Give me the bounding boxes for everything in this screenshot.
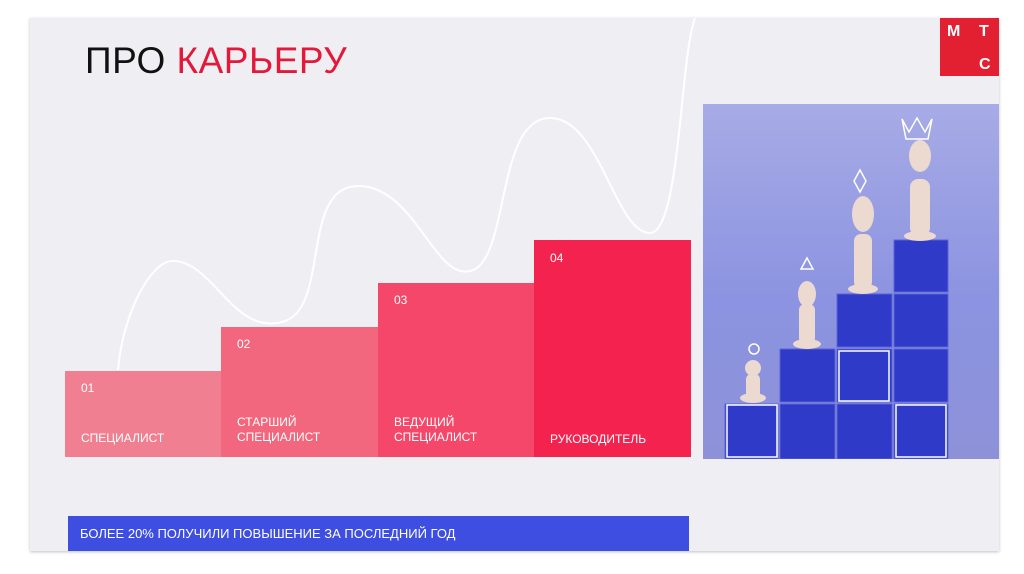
banner-text: БОЛЕЕ 20% ПОЛУЧИЛИ ПОВЫШЕНИЕ ЗА ПОСЛЕДНИ… [80, 526, 456, 541]
slide: ПРО КАРЬЕРУ М Т С 01 СПЕЦИАЛИСТ 02 СТАРШ… [30, 18, 999, 551]
title-part-2: КАРЬЕРУ [176, 40, 348, 81]
career-step-4: 04 РУКОВОДИТЕЛЬ [534, 240, 691, 457]
chess-blocks-photo [703, 104, 999, 459]
step-number: 02 [237, 337, 251, 351]
career-step-1: 01 СПЕЦИАЛИСТ [65, 371, 221, 457]
step-number: 01 [81, 381, 95, 395]
mts-logo: М Т С [940, 18, 999, 76]
chess-staircase-illustration [724, 116, 949, 459]
title-part-1: ПРО [85, 40, 177, 81]
career-step-3: 03 ВЕДУЩИЙ СПЕЦИАЛИСТ [378, 283, 534, 457]
logo-letter-1: М [947, 23, 961, 40]
step-label: ВЕДУЩИЙ СПЕЦИАЛИСТ [394, 415, 478, 444]
step-number: 03 [394, 293, 408, 307]
logo-letter-3: С [979, 56, 991, 73]
promotion-banner: БОЛЕЕ 20% ПОЛУЧИЛИ ПОВЫШЕНИЕ ЗА ПОСЛЕДНИ… [68, 516, 689, 551]
step-label: СТАРШИЙ СПЕЦИАЛИСТ [237, 415, 321, 444]
step-label: РУКОВОДИТЕЛЬ [550, 432, 647, 446]
logo-letter-2: Т [979, 23, 989, 40]
step-number: 04 [550, 251, 564, 265]
page-title: ПРО КАРЬЕРУ [85, 40, 347, 82]
step-label: СПЕЦИАЛИСТ [81, 431, 165, 445]
career-step-2: 02 СТАРШИЙ СПЕЦИАЛИСТ [221, 327, 378, 457]
career-growth-curve [117, 18, 696, 371]
